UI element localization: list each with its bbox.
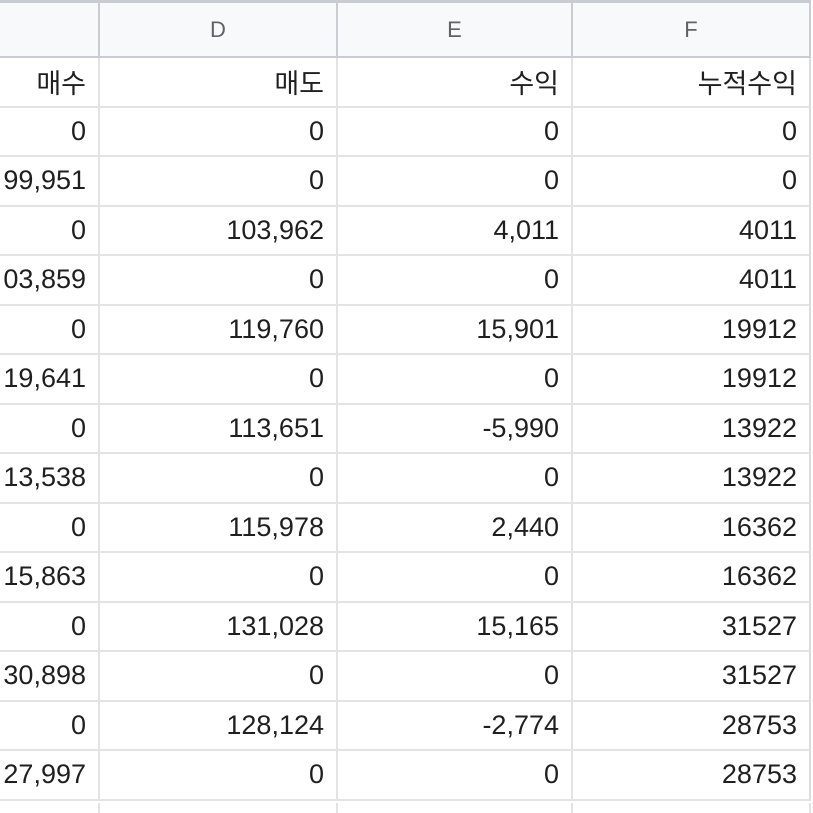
cell-buy[interactable]: 0 xyxy=(0,107,100,157)
cell-sell[interactable]: 103,962 xyxy=(100,206,338,256)
cell-profit[interactable]: 0 xyxy=(338,751,573,801)
cell-cumulative-profit[interactable]: 0 xyxy=(573,107,811,157)
table-row: 99,951 0 0 0 xyxy=(0,157,811,207)
cell-sell[interactable]: 113,651 xyxy=(100,404,338,454)
header-cell-cumulative-profit[interactable]: 누적수익 xyxy=(573,58,811,108)
grid-line xyxy=(336,803,338,813)
cell-buy[interactable]: 0 xyxy=(0,206,100,256)
cell-profit[interactable]: -2,774 xyxy=(338,701,573,751)
cell-buy[interactable]: 0 xyxy=(0,404,100,454)
table-row: 0 119,760 15,901 19912 xyxy=(0,305,811,355)
cell-sell[interactable]: 0 xyxy=(100,256,338,306)
cell-buy[interactable]: 19,641 xyxy=(0,355,100,405)
cell-profit[interactable]: 0 xyxy=(338,355,573,405)
cell-sell[interactable]: 0 xyxy=(100,107,338,157)
header-cell-sell[interactable]: 매도 xyxy=(100,58,338,108)
cell-buy[interactable]: 0 xyxy=(0,305,100,355)
cell-profit[interactable]: 4,011 xyxy=(338,206,573,256)
cell-sell[interactable]: 0 xyxy=(100,751,338,801)
column-header-c[interactable] xyxy=(0,3,100,58)
table-row: 30,898 0 0 31527 xyxy=(0,652,811,702)
column-header-d[interactable]: D xyxy=(100,3,338,58)
column-header-e[interactable]: E xyxy=(338,3,573,58)
cell-buy[interactable]: 99,951 xyxy=(0,157,100,207)
cell-cumulative-profit[interactable]: 16362 xyxy=(573,553,811,603)
cell-cumulative-profit[interactable]: 13922 xyxy=(573,454,811,504)
cell-buy[interactable]: 27,997 xyxy=(0,751,100,801)
cell-profit[interactable]: 15,901 xyxy=(338,305,573,355)
cell-sell[interactable]: 115,978 xyxy=(100,503,338,553)
cell-buy[interactable]: 03,859 xyxy=(0,256,100,306)
table-row: 13,538 0 0 13922 xyxy=(0,454,811,504)
header-cell-profit[interactable]: 수익 xyxy=(338,58,573,108)
table-row: 03,859 0 0 4011 xyxy=(0,256,811,306)
cell-sell[interactable]: 119,760 xyxy=(100,305,338,355)
cell-cumulative-profit[interactable]: 31527 xyxy=(573,652,811,702)
table-row: 0 131,028 15,165 31527 xyxy=(0,602,811,652)
cell-buy[interactable]: 13,538 xyxy=(0,454,100,504)
cell-profit[interactable]: 0 xyxy=(338,553,573,603)
cell-sell[interactable]: 0 xyxy=(100,355,338,405)
column-header-row: D E F xyxy=(0,0,811,58)
cell-sell[interactable]: 0 xyxy=(100,553,338,603)
cell-profit[interactable]: 15,165 xyxy=(338,602,573,652)
cell-buy[interactable]: 0 xyxy=(0,503,100,553)
cell-cumulative-profit[interactable]: 28753 xyxy=(573,751,811,801)
cell-sell[interactable]: 128,124 xyxy=(100,701,338,751)
cell-buy[interactable]: 0 xyxy=(0,701,100,751)
cell-cumulative-profit[interactable]: 28753 xyxy=(573,701,811,751)
cell-sell[interactable]: 0 xyxy=(100,454,338,504)
cell-buy[interactable]: 30,898 xyxy=(0,652,100,702)
table-header-row: 매수 매도 수익 누적수익 xyxy=(0,58,811,108)
cell-profit[interactable]: 0 xyxy=(338,157,573,207)
cell-buy[interactable]: 15,863 xyxy=(0,553,100,603)
cell-sell[interactable]: 0 xyxy=(100,652,338,702)
table-row: 27,997 0 0 28753 xyxy=(0,751,811,801)
cell-cumulative-profit[interactable]: 16362 xyxy=(573,503,811,553)
cell-profit[interactable]: -5,990 xyxy=(338,404,573,454)
cell-sell[interactable]: 0 xyxy=(100,157,338,207)
cell-cumulative-profit[interactable]: 13922 xyxy=(573,404,811,454)
cell-profit[interactable]: 0 xyxy=(338,652,573,702)
cell-cumulative-profit[interactable]: 4011 xyxy=(573,206,811,256)
cell-cumulative-profit[interactable]: 19912 xyxy=(573,305,811,355)
cell-buy[interactable]: 0 xyxy=(0,602,100,652)
cell-cumulative-profit[interactable]: 31527 xyxy=(573,602,811,652)
cell-cumulative-profit[interactable]: 19912 xyxy=(573,355,811,405)
column-header-f[interactable]: F xyxy=(573,3,811,58)
cell-profit[interactable]: 0 xyxy=(338,454,573,504)
cell-cumulative-profit[interactable]: 0 xyxy=(573,157,811,207)
next-row-edge xyxy=(0,803,813,813)
table-row: 0 103,962 4,011 4011 xyxy=(0,206,811,256)
table-row: 0 113,651 -5,990 13922 xyxy=(0,404,811,454)
header-cell-buy[interactable]: 매수 xyxy=(0,58,100,108)
cell-profit[interactable]: 0 xyxy=(338,107,573,157)
grid-line xyxy=(809,803,811,813)
table-row: 19,641 0 0 19912 xyxy=(0,355,811,405)
table-row: 15,863 0 0 16362 xyxy=(0,553,811,603)
cell-profit[interactable]: 2,440 xyxy=(338,503,573,553)
cell-cumulative-profit[interactable]: 4011 xyxy=(573,256,811,306)
table-row: 0 0 0 0 xyxy=(0,107,811,157)
table-row: 0 128,124 -2,774 28753 xyxy=(0,701,811,751)
grid-line xyxy=(571,803,573,813)
cell-profit[interactable]: 0 xyxy=(338,256,573,306)
grid-line xyxy=(98,803,100,813)
cell-sell[interactable]: 131,028 xyxy=(100,602,338,652)
table-row: 0 115,978 2,440 16362 xyxy=(0,503,811,553)
